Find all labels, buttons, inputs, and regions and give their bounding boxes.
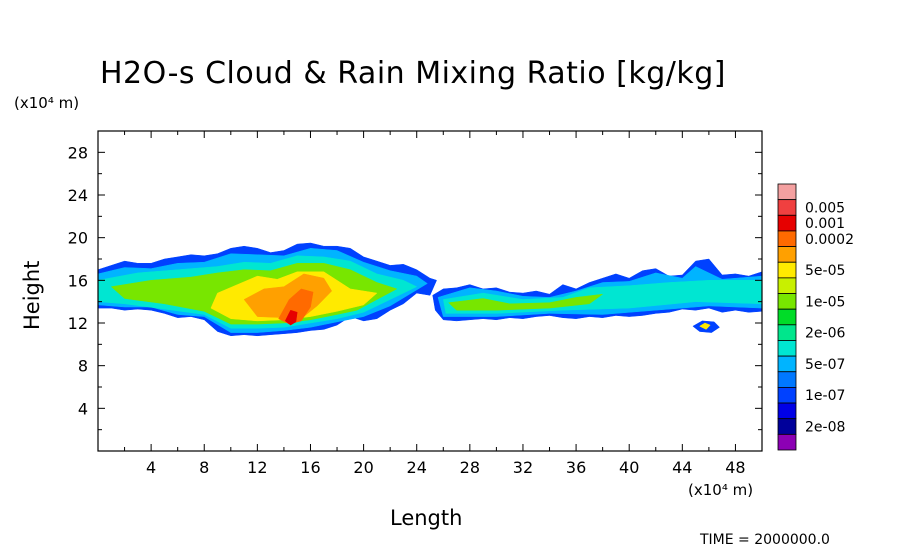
colorbar-label: 1e-05	[805, 294, 845, 310]
y-tick-label: 8	[78, 357, 88, 376]
y-tick-label: 24	[68, 186, 88, 205]
colorbar-swatch	[777, 277, 797, 294]
x-tick-label: 12	[247, 458, 267, 477]
x-tick-label: 8	[199, 458, 209, 477]
x-tick-label: 48	[725, 458, 745, 477]
colorbar-swatch	[777, 183, 797, 201]
y-tick-label: 16	[68, 271, 88, 290]
colorbar-label: 0.005	[805, 200, 845, 216]
colorbar-label: 0.001	[805, 216, 845, 232]
x-tick-label: 28	[460, 458, 480, 477]
colorbar-swatch	[777, 308, 797, 326]
plot-area	[98, 242, 762, 337]
y-tick-label: 4	[78, 399, 88, 418]
x-tick-label: 40	[619, 458, 639, 477]
x-tick-label: 16	[300, 458, 320, 477]
y-tick-label: 28	[68, 143, 88, 162]
colorbar-swatch	[777, 230, 797, 247]
y-tick-label: 12	[68, 314, 88, 333]
colorbar-swatch	[777, 246, 797, 263]
colorbar-swatch	[777, 340, 797, 357]
colorbar-label: 5e-05	[805, 263, 845, 279]
colorbar-swatch	[777, 402, 797, 420]
colorbar-swatch	[777, 355, 797, 373]
contour-region-11	[284, 309, 298, 326]
colorbar-label: 5e-07	[805, 357, 845, 373]
y-axis-unit: (x10⁴ m)	[14, 94, 80, 112]
x-tick-label: 32	[513, 458, 533, 477]
colorbar-swatch	[777, 324, 797, 341]
x-tick-label: 36	[566, 458, 586, 477]
x-tick-label: 24	[407, 458, 427, 477]
colorbar-label: 1e-07	[805, 388, 845, 404]
colorbar-label: 0.0002	[805, 232, 854, 248]
colorbar-swatch	[777, 293, 797, 310]
colorbar-label: 2e-06	[805, 326, 845, 342]
colorbar-swatch	[777, 199, 797, 216]
plot-frame	[97, 130, 763, 452]
x-tick-label: 20	[353, 458, 373, 477]
x-axis-unit: (x10⁴ m)	[688, 481, 754, 499]
colorbar-label: 2e-08	[805, 420, 845, 436]
x-tick-label: 4	[146, 458, 156, 477]
x-tick-label: 44	[672, 458, 692, 477]
chart-title: H2O-s Cloud & Rain Mixing Ratio [kg/kg]	[100, 56, 727, 91]
colorbar-swatch	[777, 387, 797, 404]
colorbar-swatch	[777, 433, 797, 451]
y-tick-label: 20	[68, 229, 88, 248]
colorbar-swatch	[777, 261, 797, 279]
contour-region-7	[448, 293, 604, 311]
colorbar-swatch	[777, 418, 797, 435]
contour-region-13	[699, 322, 711, 330]
x-axis-label: Length	[390, 506, 463, 530]
colorbar-swatch	[777, 371, 797, 388]
colorbar-swatch	[777, 214, 797, 232]
